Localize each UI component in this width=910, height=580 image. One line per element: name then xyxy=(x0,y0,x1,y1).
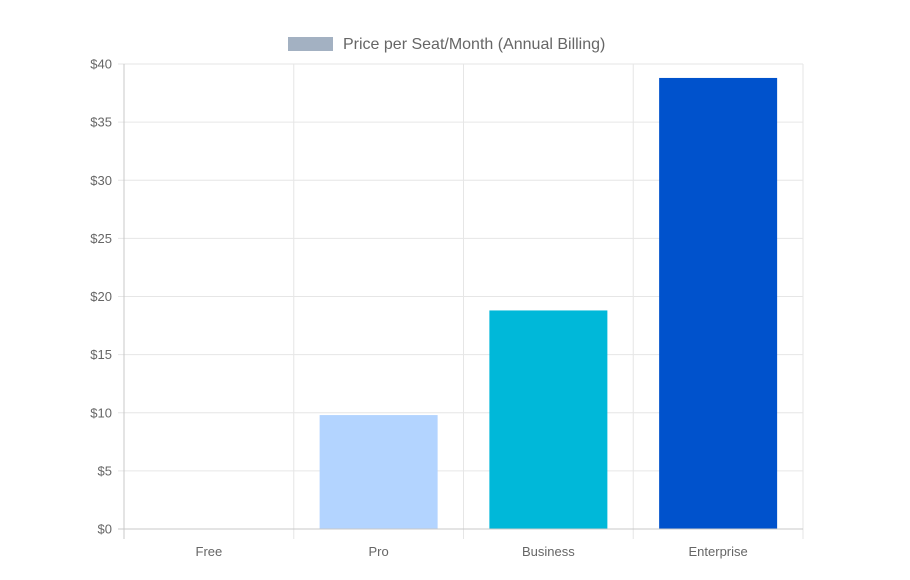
y-tick-label: $35 xyxy=(90,115,112,130)
bar-business[interactable] xyxy=(489,310,608,529)
legend-label: Price per Seat/Month (Annual Billing) xyxy=(343,36,605,53)
legend-swatch xyxy=(288,37,333,51)
legend[interactable]: Price per Seat/Month (Annual Billing) xyxy=(288,36,605,53)
grid xyxy=(118,63,804,539)
y-tick-label: $10 xyxy=(90,405,112,420)
axes: $0 $5 $10 $15 $20 $25 $30 $35 $40 Free Pro Business… xyxy=(90,57,803,559)
y-tick-label: $5 xyxy=(98,463,112,478)
bar-enterprise[interactable] xyxy=(659,77,778,529)
y-tick-label: $0 xyxy=(98,522,112,537)
y-tick-label: $15 xyxy=(90,347,112,362)
y-tick-label: $25 xyxy=(90,231,112,246)
y-tick-label: $20 xyxy=(90,289,112,304)
y-tick-label: $40 xyxy=(90,57,112,72)
y-tick-label: $30 xyxy=(90,173,112,188)
bars xyxy=(319,77,778,529)
x-tick-label: Business xyxy=(522,544,575,559)
bar-pro[interactable] xyxy=(319,415,438,529)
x-tick-label: Pro xyxy=(369,544,389,559)
x-tick-label: Free xyxy=(196,544,223,559)
x-tick-label: Enterprise xyxy=(689,544,748,559)
